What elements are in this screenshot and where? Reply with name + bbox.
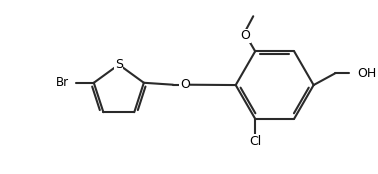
Text: Br: Br bbox=[56, 76, 70, 89]
Text: O: O bbox=[240, 29, 250, 42]
Text: S: S bbox=[115, 58, 123, 71]
Text: OH: OH bbox=[358, 67, 377, 80]
Text: O: O bbox=[180, 78, 190, 91]
Text: Cl: Cl bbox=[249, 135, 261, 148]
